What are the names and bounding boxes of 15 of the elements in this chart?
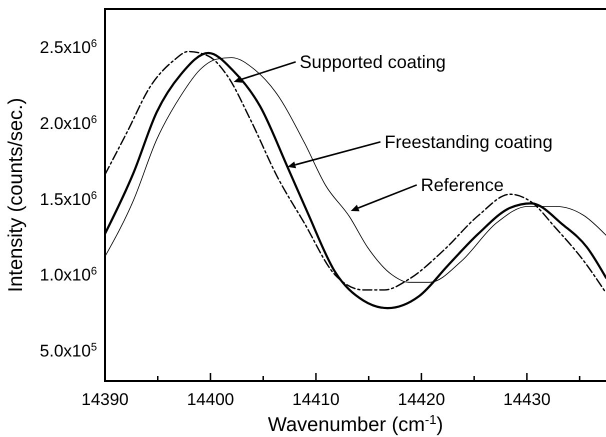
y-axis-title: Intensity (counts/sec.): [5, 98, 27, 292]
y-tick-label: 2.5x10$^{6}$: [40, 38, 97, 57]
x-tick-label: 14410: [292, 390, 340, 409]
x-axis-title: Wavenumber (cm$^{-1}$): [268, 412, 444, 436]
x-tick-label: 14390: [81, 390, 129, 409]
annotation: Reference: [420, 174, 504, 195]
y-tick-label: 5.0x10$^{5}$: [40, 342, 97, 361]
y-tick-label: 1.0x10$^{6}$: [40, 266, 97, 285]
y-tick-label: 2.0x10$^{6}$: [40, 114, 97, 133]
x-tick-label: 14430: [503, 390, 551, 409]
annotation: Supported coating: [300, 52, 446, 72]
x-tick-label: 14420: [398, 390, 446, 409]
y-tick-label: 1.5x10$^{6}$: [40, 190, 97, 209]
annotation: Freestanding coating: [384, 132, 553, 152]
x-tick-label: 14400: [186, 390, 234, 409]
